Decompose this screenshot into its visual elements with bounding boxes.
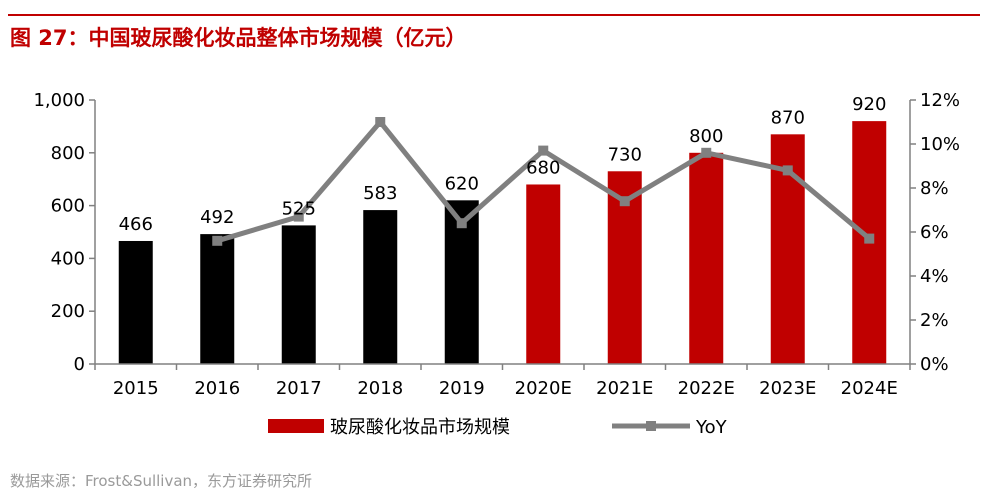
yoy-point-2020E [538,145,549,156]
y-left-tick-label: 1,000 [33,90,85,111]
bar-2016 [200,234,235,364]
yoy-point-2016 [212,235,223,246]
y-left-tick-label: 600 [51,196,85,217]
data-label-2015: 466 [119,214,153,235]
axes-layer: 0 200 400 600 800 1,000 0% 2% 4% 6% 8% 10% 12% 2015 20… [33,90,960,399]
yoy-point-2018 [375,117,386,127]
legend-bar-label: 玻尿酸化妆品市场规模 [330,417,510,438]
x-tick-label-2021E: 2021E [596,378,653,399]
yoy-point-2023E [782,165,793,176]
legend-line-label: YoY [695,417,728,438]
source-note: 数据来源：Frost&Sullivan，东方证券研究所 [10,472,313,490]
data-label-2024E: 920 [852,94,886,115]
y-right-tick-label: 10% [920,134,960,155]
yoy-point-2022E [701,147,712,158]
y-right-tick-label: 0% [920,354,949,375]
legend-bar-swatch [268,419,324,433]
x-tick-label-2022E: 2022E [678,378,735,399]
data-label-2021E: 730 [608,144,642,165]
y-right-tick-label: 12% [920,90,960,111]
data-label-2022E: 800 [689,126,723,147]
data-labels-layer: 466 492 525 583 620 680 730 800 870 920 [119,94,887,235]
y-right-tick-label: 4% [920,266,949,287]
yoy-point-2024E [864,233,875,244]
y-left-tick-label: 0 [74,354,85,375]
data-label-2017: 525 [282,198,316,219]
x-tick-label-2020E: 2020E [515,378,572,399]
bar-2022E [689,152,724,364]
bar-2015 [118,240,153,364]
bars-layer [118,121,887,365]
y-left-tick-label: 200 [51,301,85,322]
yoy-point-2017 [293,211,304,222]
y-right-tick-label: 6% [920,222,949,243]
yoy-point-2019 [456,218,467,229]
x-tick-label-2015: 2015 [113,378,159,399]
x-tick-label-2019: 2019 [439,378,485,399]
y-right-tick-label: 2% [920,310,949,331]
top-rule [8,14,980,16]
y-right-tick-label: 8% [920,178,949,199]
chart-title: 图 27：中国玻尿酸化妆品整体市场规模（亿元） [10,26,467,50]
legend-line-marker [646,421,656,431]
bar-2017 [281,225,316,364]
x-tick-label-2018: 2018 [357,378,403,399]
data-label-2023E: 870 [771,107,805,128]
y-left-tick-label: 800 [51,143,85,164]
legend: 玻尿酸化妆品市场规模 YoY [268,417,728,438]
data-label-2016: 492 [200,207,234,228]
data-label-2018: 583 [363,183,397,204]
yoy-point-2021E [619,196,630,207]
bar-2018 [363,210,398,364]
line-layer [212,117,875,246]
data-label-2019: 620 [445,173,479,194]
x-tick-label-2024E: 2024E [841,378,898,399]
data-label-2020E: 680 [526,157,560,178]
bar-2020E [526,184,561,364]
y-left-tick-label: 400 [51,248,85,269]
x-tick-label-2023E: 2023E [759,378,816,399]
x-tick-label-2017: 2017 [276,378,322,399]
x-tick-label-2016: 2016 [194,378,240,399]
